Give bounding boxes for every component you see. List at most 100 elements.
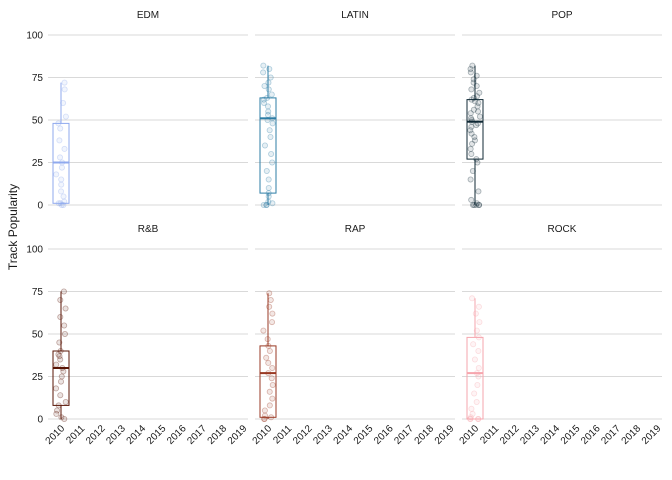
data-point [468, 86, 475, 93]
data-point [475, 364, 482, 371]
facet-panel-rock: ROCK 201020112012201320142015201620172018… [458, 224, 664, 447]
data-point [473, 327, 480, 334]
data-point [260, 201, 267, 208]
data-point [263, 167, 270, 174]
y-tick-label: 25 [32, 372, 44, 383]
data-point [61, 86, 68, 93]
data-point [265, 198, 272, 205]
data-point [54, 407, 61, 414]
data-point [261, 412, 268, 419]
box-iqr [466, 336, 484, 420]
facet-title: R&B [138, 224, 159, 235]
data-point [476, 201, 483, 208]
data-point [472, 310, 479, 317]
data-point [474, 381, 481, 388]
data-point [264, 94, 271, 101]
data-point [471, 390, 478, 397]
data-point [467, 110, 474, 117]
x-tick-label: 2011 [271, 423, 294, 446]
x-tick-label: 2014 [125, 423, 149, 447]
data-point [61, 330, 68, 337]
data-point [263, 354, 270, 361]
y-tick-label: 0 [37, 201, 43, 212]
data-point [468, 117, 475, 124]
data-point [470, 106, 477, 113]
data-point [56, 137, 63, 144]
x-tick-label: 2018 [206, 423, 230, 447]
data-point [261, 415, 268, 422]
data-point [264, 103, 271, 110]
data-point [58, 414, 65, 421]
data-point [266, 347, 273, 354]
data-point [474, 120, 481, 127]
data-point [260, 327, 267, 334]
data-point [467, 414, 474, 421]
data-point [476, 89, 483, 96]
data-point [268, 91, 275, 98]
x-tick-label: 2011 [478, 423, 501, 446]
data-point [265, 370, 272, 377]
y-tick-label: 75 [32, 73, 44, 84]
x-tick-label: 2012 [84, 423, 108, 447]
data-point [268, 375, 275, 382]
data-point [264, 336, 271, 343]
data-point [59, 364, 66, 371]
data-point [467, 66, 474, 73]
data-point [58, 176, 65, 183]
box-iqr [259, 97, 277, 194]
data-point [265, 193, 272, 200]
data-point [62, 113, 69, 120]
data-point [475, 373, 482, 380]
data-point [61, 145, 68, 152]
data-point [263, 201, 270, 208]
data-point [470, 94, 477, 101]
x-tick-label: 2013 [311, 423, 335, 447]
data-point [471, 98, 478, 105]
data-point [474, 159, 481, 166]
data-point [260, 96, 267, 103]
data-point [55, 351, 62, 358]
box-iqr [259, 345, 277, 418]
data-point [265, 108, 272, 115]
data-point [56, 339, 63, 346]
data-point [60, 288, 67, 295]
data-point [468, 123, 475, 130]
data-point [57, 200, 64, 207]
data-point [475, 415, 482, 422]
y-tick-label: 50 [32, 116, 44, 127]
x-tick-label: 2016 [165, 423, 189, 447]
data-point [53, 361, 60, 368]
facet-panel-rap: RAP 2010201120122013201420152016201720182… [251, 224, 457, 447]
data-point [468, 118, 475, 125]
data-point [468, 196, 475, 203]
data-point [61, 322, 68, 329]
data-point [473, 122, 480, 129]
data-point [266, 290, 273, 297]
facet-panel-edm: EDM 0 25 50 75 100 [26, 10, 248, 212]
data-point [57, 313, 64, 320]
data-point [62, 398, 69, 405]
data-point [265, 176, 272, 183]
data-point [265, 86, 272, 93]
data-point [475, 100, 482, 107]
data-point [468, 96, 475, 103]
data-point [471, 201, 478, 208]
facet-panel-pop: POP [462, 10, 662, 208]
data-point [261, 407, 268, 414]
data-point [470, 341, 477, 348]
facet-title: ROCK [548, 224, 577, 235]
data-point [469, 140, 476, 147]
data-point [61, 79, 68, 86]
data-point [269, 395, 276, 402]
data-point [260, 69, 267, 76]
data-point [475, 334, 482, 341]
box-iqr [466, 99, 484, 160]
data-point [261, 100, 268, 107]
data-point [57, 378, 64, 385]
data-point [58, 201, 65, 208]
x-tick-label: 2011 [64, 423, 87, 446]
data-point [57, 154, 64, 161]
data-point [468, 130, 475, 137]
